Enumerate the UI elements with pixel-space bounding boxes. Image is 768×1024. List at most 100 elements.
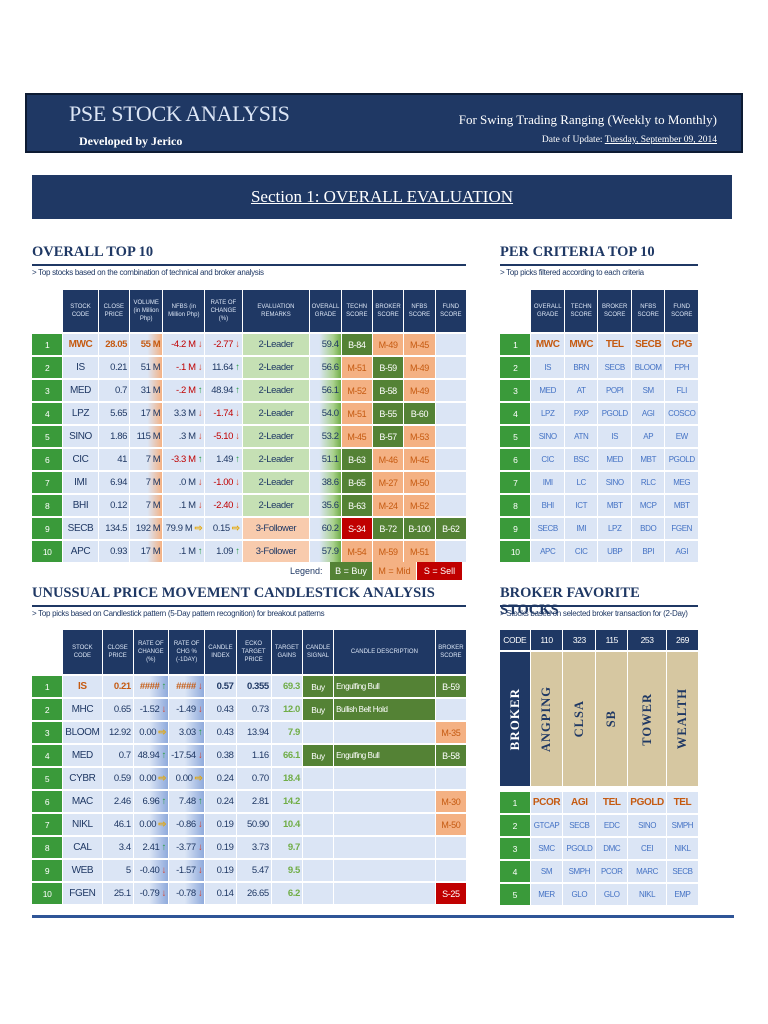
broker-stock[interactable]: DMC xyxy=(596,838,628,859)
criteria-stock[interactable]: SINO xyxy=(598,472,631,493)
criteria-stock[interactable]: PGOLD xyxy=(665,449,698,470)
criteria-stock[interactable]: COSCO xyxy=(665,403,698,424)
broker-stock[interactable]: NIKL xyxy=(628,884,666,905)
broker-stock[interactable]: SINO xyxy=(628,815,666,836)
criteria-stock[interactable]: IMI xyxy=(531,472,564,493)
criteria-stock[interactable]: FGEN xyxy=(665,518,698,539)
criteria-stock[interactable]: IMI xyxy=(564,518,598,539)
stock-code[interactable]: NIKL xyxy=(63,814,102,835)
criteria-stock[interactable]: LPZ xyxy=(598,518,631,539)
broker-stock[interactable]: SMPH xyxy=(666,815,698,836)
broker-name[interactable]: TOWER xyxy=(639,692,654,746)
criteria-stock[interactable]: SM xyxy=(631,380,665,401)
criteria-stock[interactable]: MED xyxy=(531,380,564,401)
criteria-stock[interactable]: RLC xyxy=(631,472,665,493)
criteria-stock[interactable]: SECB xyxy=(531,518,564,539)
broker-stock[interactable]: SM xyxy=(530,861,563,882)
stock-code[interactable]: IMI xyxy=(63,472,98,493)
stock-code[interactable]: WEB xyxy=(63,860,102,881)
broker-stock[interactable]: CEI xyxy=(628,838,666,859)
criteria-stock[interactable]: FLI xyxy=(665,380,698,401)
stock-code[interactable]: IS xyxy=(63,676,102,697)
criteria-stock[interactable]: MWC xyxy=(531,334,564,355)
criteria-stock[interactable]: MWC xyxy=(564,334,598,355)
broker-name[interactable]: CLSA xyxy=(571,700,586,738)
broker-stock[interactable]: SMC xyxy=(530,838,563,859)
criteria-stock[interactable]: LPZ xyxy=(531,403,564,424)
broker-stock[interactable]: PGOLD xyxy=(563,838,596,859)
criteria-stock[interactable]: PXP xyxy=(564,403,598,424)
criteria-stock[interactable]: SINO xyxy=(531,426,564,447)
broker-stock[interactable]: EMP xyxy=(666,884,698,905)
broker-stock[interactable]: SMPH xyxy=(563,861,596,882)
criteria-stock[interactable]: TEL xyxy=(598,334,631,355)
stock-code[interactable]: SECB xyxy=(63,518,98,539)
stock-code[interactable]: CIC xyxy=(63,449,98,470)
criteria-stock[interactable]: PGOLD xyxy=(598,403,631,424)
criteria-stock[interactable]: MBT xyxy=(631,449,665,470)
criteria-stock[interactable]: SECB xyxy=(598,357,631,378)
criteria-stock[interactable]: MCP xyxy=(631,495,665,516)
stock-code[interactable]: CAL xyxy=(63,837,102,858)
criteria-stock[interactable]: SECB xyxy=(631,334,665,355)
broker-stock[interactable]: GLO xyxy=(563,884,596,905)
criteria-stock[interactable]: BPI xyxy=(631,541,665,562)
criteria-stock[interactable]: AGI xyxy=(631,403,665,424)
criteria-stock[interactable]: ATN xyxy=(564,426,598,447)
broker-stock[interactable]: SECB xyxy=(563,815,596,836)
criteria-stock[interactable]: FPH xyxy=(665,357,698,378)
criteria-stock[interactable]: BSC xyxy=(564,449,598,470)
stock-code[interactable]: BLOOM xyxy=(63,722,102,743)
criteria-stock[interactable]: MEG xyxy=(665,472,698,493)
criteria-stock[interactable]: CIC xyxy=(531,449,564,470)
broker-stock[interactable]: MER xyxy=(530,884,563,905)
stock-code[interactable]: LPZ xyxy=(63,403,98,424)
stock-code[interactable]: SINO xyxy=(63,426,98,447)
broker-stock[interactable]: GTCAP xyxy=(530,815,563,836)
broker-stock[interactable]: PGOLD xyxy=(628,792,666,813)
stock-code[interactable]: MED xyxy=(63,745,102,766)
broker-stock[interactable]: TEL xyxy=(596,792,628,813)
criteria-stock[interactable]: ICT xyxy=(564,495,598,516)
stock-code[interactable]: IS xyxy=(63,357,98,378)
criteria-stock[interactable]: AT xyxy=(564,380,598,401)
broker-name[interactable]: ANGPING xyxy=(539,685,554,753)
criteria-stock[interactable]: LC xyxy=(564,472,598,493)
criteria-stock[interactable]: AGI xyxy=(665,541,698,562)
criteria-stock[interactable]: MBT xyxy=(665,495,698,516)
broker-name[interactable]: SB xyxy=(604,710,619,728)
criteria-stock[interactable]: BRN xyxy=(564,357,598,378)
stock-code[interactable]: MAC xyxy=(63,791,102,812)
broker-stock[interactable]: SECB xyxy=(666,861,698,882)
broker-stock[interactable]: NIKL xyxy=(666,838,698,859)
criteria-stock[interactable]: IS xyxy=(598,426,631,447)
stock-code[interactable]: BHI xyxy=(63,495,98,516)
stock-code[interactable]: FGEN xyxy=(63,883,102,904)
broker-stock[interactable]: GLO xyxy=(596,884,628,905)
broker-stock[interactable]: PCOR xyxy=(530,792,563,813)
stock-code[interactable]: MWC xyxy=(63,334,98,355)
broker-stock[interactable]: TEL xyxy=(666,792,698,813)
broker-stock[interactable]: PCOR xyxy=(596,861,628,882)
stock-code[interactable]: CYBR xyxy=(63,768,102,789)
criteria-stock[interactable]: AP xyxy=(631,426,665,447)
criteria-stock[interactable]: BDO xyxy=(631,518,665,539)
broker-stock[interactable]: AGI xyxy=(563,792,596,813)
criteria-stock[interactable]: BLOOM xyxy=(631,357,665,378)
criteria-stock[interactable]: CPG xyxy=(665,334,698,355)
broker-name[interactable]: WEALTH xyxy=(674,688,689,750)
criteria-stock[interactable]: MBT xyxy=(598,495,631,516)
criteria-stock[interactable]: EW xyxy=(665,426,698,447)
criteria-stock[interactable]: CIC xyxy=(564,541,598,562)
stock-code[interactable]: APC xyxy=(63,541,98,562)
criteria-stock[interactable]: BHI xyxy=(531,495,564,516)
criteria-stock[interactable]: APC xyxy=(531,541,564,562)
criteria-stock[interactable]: UBP xyxy=(598,541,631,562)
criteria-stock[interactable]: IS xyxy=(531,357,564,378)
broker-stock[interactable]: EDC xyxy=(596,815,628,836)
stock-code[interactable]: MHC xyxy=(63,699,102,720)
criteria-stock[interactable]: MED xyxy=(598,449,631,470)
stock-code[interactable]: MED xyxy=(63,380,98,401)
criteria-stock[interactable]: POPI xyxy=(598,380,631,401)
broker-stock[interactable]: MARC xyxy=(628,861,666,882)
